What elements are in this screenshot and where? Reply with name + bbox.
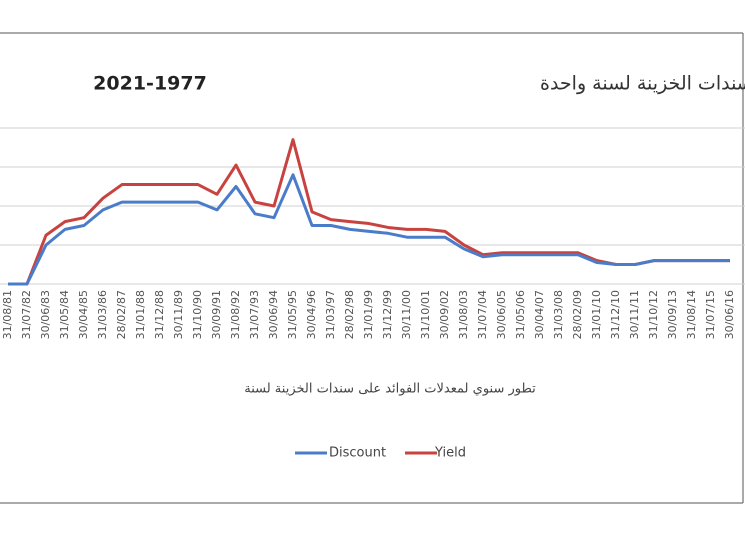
- x-tick-label: 31/05/95: [286, 290, 299, 339]
- x-tick-label: 31/01/99: [362, 290, 375, 339]
- x-tick-label: 30/09/13: [666, 290, 679, 339]
- x-tick-label: 30/04/96: [305, 290, 318, 339]
- series-line: [8, 173, 730, 286]
- x-tick-label: 31/10/12: [647, 290, 660, 339]
- x-tick-label: 31/12/99: [381, 290, 394, 339]
- x-tick-label: 30/04/85: [77, 290, 90, 339]
- x-tick-label: 31/03/08: [552, 290, 565, 339]
- x-tick-label: 30/11/89: [172, 290, 185, 339]
- series-line: [8, 138, 730, 286]
- x-tick-label: 31/07/15: [704, 290, 717, 339]
- x-tick-label: 31/08/03: [457, 290, 470, 339]
- x-tick-label: 30/06/83: [39, 290, 52, 339]
- x-tick-label: 31/05/84: [58, 290, 71, 339]
- x-tick-label: 31/10/90: [191, 290, 204, 339]
- x-tick-label: 30/04/07: [533, 290, 546, 339]
- x-tick-label: 30/09/02: [438, 290, 451, 339]
- x-tick-label: 31/05/06: [514, 290, 527, 339]
- legend-label: Discount: [329, 446, 386, 461]
- x-tick-label: 30/09/91: [210, 290, 223, 339]
- x-tick-label: 31/07/04: [476, 290, 489, 339]
- x-tick-label: 31/07/93: [248, 290, 261, 339]
- x-tick-label: 31/07/82: [20, 290, 33, 339]
- x-tick-label: 28/02/98: [343, 290, 356, 339]
- x-tick-label: 31/03/97: [324, 290, 337, 339]
- x-tick-label: 31/03/86: [96, 290, 109, 339]
- x-tick-label: 30/06/16: [723, 290, 736, 339]
- x-tick-label: 31/01/10: [590, 290, 603, 339]
- x-tick-label: 31/12/10: [609, 290, 622, 339]
- x-tick-label: 31/01/88: [134, 290, 147, 339]
- x-tick-label: 30/11/11: [628, 290, 641, 339]
- x-tick-label: 30/06/05: [495, 290, 508, 339]
- x-tick-label: 31/12/88: [153, 290, 166, 339]
- x-tick-label: 31/08/81: [1, 290, 14, 339]
- x-tick-label: 28/02/09: [571, 290, 584, 339]
- x-axis-label: تطور سنوي لمعدلات الفوائد على سندات الخز…: [244, 382, 536, 397]
- x-tick-label: 31/08/92: [229, 290, 242, 339]
- x-tick-label: 28/02/87: [115, 290, 128, 339]
- chart-title: معدل الفوائد على سندات الخزينة لسنة واحد…: [540, 73, 745, 95]
- x-tick-label: 31/08/14: [685, 290, 698, 339]
- chart-title-years: 2021-1977: [93, 73, 207, 95]
- x-tick-label: 30/06/94: [267, 290, 280, 339]
- x-tick-label: 30/11/00: [400, 290, 413, 339]
- legend-label: Yield: [434, 446, 466, 461]
- x-tick-label: 31/10/01: [419, 290, 432, 339]
